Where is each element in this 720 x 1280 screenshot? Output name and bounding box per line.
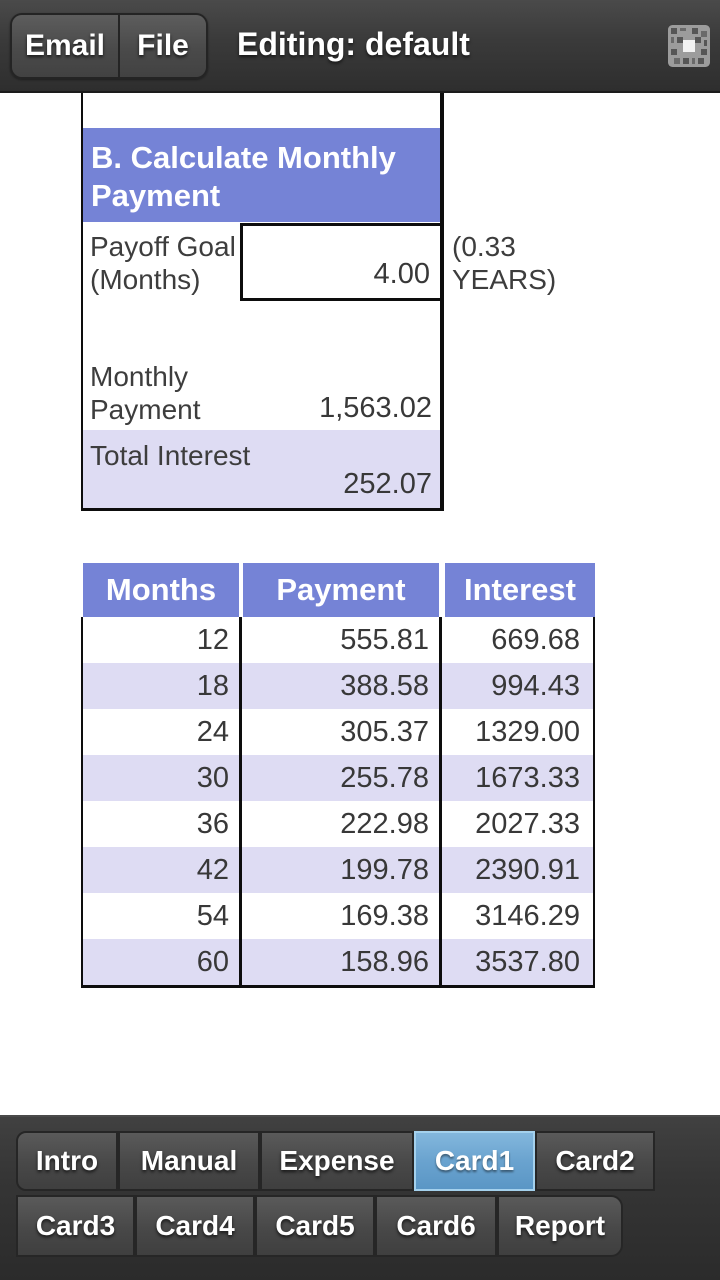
interest-cell: 2390.91 (475, 853, 580, 886)
total-interest-value: 252.07 (343, 468, 432, 500)
tab-expense[interactable]: Expense (260, 1131, 414, 1191)
months-cell: 36 (83, 801, 242, 847)
email-button[interactable]: Email (12, 15, 120, 77)
calc-box-right-border (440, 93, 444, 511)
payoff-goal-label: Payoff Goal (Months) (90, 231, 236, 295)
section-b-header: B. Calculate Monthly Payment (83, 128, 440, 222)
months-cell: 42 (83, 847, 242, 893)
months-cell: 54 (83, 893, 242, 939)
table-row: 36 222.98 2027.33 (83, 801, 593, 847)
interest-cell: 994.43 (491, 669, 580, 702)
interest-cell: 3146.29 (475, 899, 580, 932)
table-row: 54 169.38 3146.29 (83, 893, 593, 939)
tab-card1[interactable]: Card1 (414, 1131, 535, 1191)
tab-card2[interactable]: Card2 (535, 1131, 655, 1191)
monthly-payment-label: Monthly Payment (90, 361, 201, 425)
interest-cell: 3537.80 (475, 945, 580, 978)
payoff-goal-input[interactable]: 4.00 (240, 223, 443, 301)
table-row: 60 158.96 3537.80 (83, 939, 593, 985)
months-cell: 30 (83, 755, 242, 801)
months-cell: 18 (83, 663, 242, 709)
table-row: 24 305.37 1329.00 (83, 709, 593, 755)
total-interest-label: Total Interest (90, 440, 251, 471)
tab-card5[interactable]: Card5 (255, 1195, 375, 1257)
tab-intro[interactable]: Intro (16, 1131, 118, 1191)
monthly-payment-value: 1,563.02 (319, 392, 432, 424)
page-title: Editing: default (237, 25, 470, 62)
interest-cell: 669.68 (491, 623, 580, 656)
bottom-tab-bar: Intro Manual Expense Card1 Card2 Card3 C… (0, 1115, 720, 1280)
tab-card4[interactable]: Card4 (135, 1195, 255, 1257)
payment-cell: 305.37 (242, 709, 442, 755)
action-bar: Email File Editing: default (0, 0, 720, 93)
interest-cell: 2027.33 (475, 807, 580, 840)
months-cell: 60 (83, 939, 242, 985)
calc-box-bottom-border (81, 508, 444, 511)
schedule-header-interest: Interest (445, 563, 595, 617)
payment-cell: 255.78 (242, 755, 442, 801)
calc-box-left-border (81, 93, 83, 511)
schedule-header-months: Months (83, 563, 239, 617)
payment-cell: 169.38 (242, 893, 442, 939)
table-row: 18 388.58 994.43 (83, 663, 593, 709)
months-cell: 12 (83, 617, 242, 663)
table-row: 30 255.78 1673.33 (83, 755, 593, 801)
payment-cell: 158.96 (242, 939, 442, 985)
email-file-button-group: Email File (10, 13, 208, 79)
tab-card3[interactable]: Card3 (16, 1195, 135, 1257)
payoff-goal-note: (0.33 YEARS) (452, 231, 557, 295)
tab-card6[interactable]: Card6 (375, 1195, 497, 1257)
months-cell: 24 (83, 709, 242, 755)
payment-cell: 222.98 (242, 801, 442, 847)
tab-report[interactable]: Report (497, 1195, 623, 1257)
schedule-table: 12 555.81 669.68 18 388.58 994.43 24 305… (81, 617, 595, 988)
file-button[interactable]: File (120, 15, 206, 77)
payment-cell: 388.58 (242, 663, 442, 709)
interest-cell: 1673.33 (475, 761, 580, 794)
schedule-header-payment: Payment (243, 563, 439, 617)
interest-cell: 1329.00 (475, 715, 580, 748)
payment-cell: 555.81 (242, 617, 442, 663)
total-interest-row-background (83, 430, 440, 508)
table-row: 12 555.81 669.68 (83, 617, 593, 663)
tab-manual[interactable]: Manual (118, 1131, 260, 1191)
table-row: 42 199.78 2390.91 (83, 847, 593, 893)
payment-cell: 199.78 (242, 847, 442, 893)
qr-code-icon[interactable] (668, 25, 710, 67)
